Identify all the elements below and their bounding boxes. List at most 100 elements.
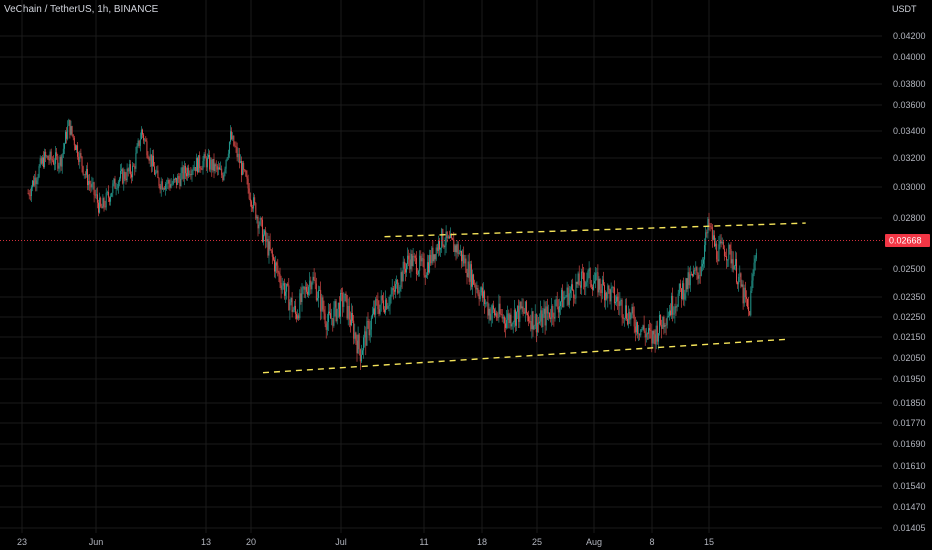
candle-body xyxy=(430,254,432,264)
candle-body xyxy=(123,171,125,184)
candle-body xyxy=(654,334,656,345)
candle-body xyxy=(588,268,590,271)
candle-body xyxy=(738,276,740,285)
candle-body xyxy=(39,158,41,167)
candle-body xyxy=(641,329,643,330)
time-axis[interactable]: 23 Jun 13 20 Jul 11 18 25 Aug 8 15 xyxy=(17,537,714,547)
candle-body xyxy=(381,295,383,301)
candle-body xyxy=(583,272,585,281)
candle-body xyxy=(619,301,621,307)
candle-body xyxy=(376,299,378,301)
candle-body xyxy=(734,259,736,266)
candle-body xyxy=(55,152,57,164)
candle-body xyxy=(216,166,218,170)
price-tick-label: 0.01470 xyxy=(893,502,926,512)
candle-body xyxy=(578,273,580,286)
candle-body xyxy=(84,174,86,175)
candle-body xyxy=(516,311,517,326)
candle-body xyxy=(435,247,437,260)
candle-body xyxy=(558,306,560,313)
candle-body xyxy=(533,325,535,330)
candle-body xyxy=(663,316,665,327)
candle-body xyxy=(751,280,753,291)
candle-body xyxy=(176,177,178,185)
candle-body xyxy=(76,145,77,150)
grid-lines xyxy=(0,0,882,533)
candle-body xyxy=(260,217,262,220)
candle-body xyxy=(574,297,576,299)
candle-body xyxy=(572,284,574,291)
candle-body xyxy=(263,234,264,242)
candle-body xyxy=(480,287,482,293)
candle-body xyxy=(312,276,314,283)
candle-body xyxy=(463,254,465,264)
candle-body xyxy=(698,275,700,279)
candle-body xyxy=(177,176,179,185)
candle-body xyxy=(754,258,756,263)
candle-body xyxy=(204,154,206,159)
candle-body xyxy=(140,129,142,140)
candle-body xyxy=(534,314,536,326)
last-price-badge: 0.02668 xyxy=(885,233,930,247)
candle-body xyxy=(208,154,209,158)
candle-body xyxy=(584,280,586,288)
candle-body xyxy=(385,299,387,313)
candle-body xyxy=(236,147,238,158)
candle-body xyxy=(752,274,754,281)
candle-body xyxy=(623,317,625,319)
price-tick-label: 0.02350 xyxy=(893,292,926,302)
candle-body xyxy=(37,176,39,181)
channel-trendline[interactable] xyxy=(262,338,790,374)
candle-body xyxy=(651,330,653,344)
candle-body xyxy=(392,288,394,291)
candle-body xyxy=(747,298,748,307)
candle-body xyxy=(488,308,490,316)
candle-body xyxy=(442,229,444,246)
candle-body xyxy=(221,168,223,176)
candle-body xyxy=(487,302,489,316)
price-axis-unit: USDT xyxy=(892,4,917,14)
candle-body xyxy=(107,192,109,198)
candle-body xyxy=(206,157,208,168)
candle-body xyxy=(134,166,136,169)
candle-body xyxy=(457,244,459,255)
candle-body xyxy=(630,313,632,320)
candle-body xyxy=(389,296,391,306)
candle-body xyxy=(700,266,702,276)
candle-body xyxy=(728,244,730,260)
channel-trendline[interactable] xyxy=(384,222,806,238)
candle-body xyxy=(420,255,422,262)
candle-body xyxy=(380,295,382,305)
candle-body xyxy=(65,131,66,144)
candle-body xyxy=(709,226,711,227)
candle-body xyxy=(168,180,170,184)
candle-body xyxy=(34,177,36,186)
candle-body xyxy=(612,286,614,288)
candle-body xyxy=(370,317,372,330)
candle-body xyxy=(637,322,638,334)
candle-body xyxy=(456,244,458,253)
candle-body xyxy=(483,291,484,298)
candle-body xyxy=(419,255,421,271)
candle-body xyxy=(509,314,511,324)
candle-body xyxy=(524,301,526,314)
candle-body xyxy=(682,283,684,299)
candle-body xyxy=(147,155,149,159)
candle-body xyxy=(315,283,317,301)
candle-body xyxy=(396,279,398,284)
trendlines[interactable] xyxy=(262,222,806,374)
candle-body xyxy=(184,165,186,174)
price-axis[interactable]: USDT 0.04200 0.04000 0.03800 0.03600 0.03400… xyxy=(892,4,926,533)
candle-body xyxy=(642,325,644,330)
candle-body xyxy=(657,333,659,342)
candle-body xyxy=(244,169,246,171)
candle-body xyxy=(148,158,150,161)
candle-body xyxy=(136,146,138,154)
candle-body xyxy=(120,170,121,179)
candle-body xyxy=(225,160,227,169)
candle-body xyxy=(646,333,648,335)
candle-body xyxy=(151,155,153,167)
price-tick-label: 0.01770 xyxy=(893,418,926,428)
candle-body xyxy=(441,229,443,249)
